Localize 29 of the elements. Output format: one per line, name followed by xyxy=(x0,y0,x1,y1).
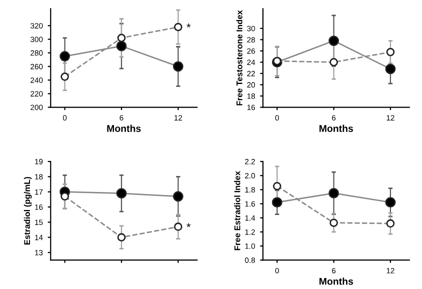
point xyxy=(330,58,338,66)
x-axis-title: Months xyxy=(320,124,354,132)
point xyxy=(60,72,69,81)
point xyxy=(60,192,69,201)
point xyxy=(174,222,182,231)
y-axis-title: Free Estradiol Index xyxy=(234,171,240,250)
point xyxy=(386,48,395,56)
point xyxy=(172,191,184,202)
point xyxy=(385,64,396,74)
y-axis-title: Free Testosterone Index xyxy=(236,10,242,106)
point xyxy=(328,188,339,198)
point xyxy=(117,233,126,242)
point xyxy=(174,22,182,32)
point xyxy=(386,219,395,228)
point xyxy=(328,36,339,46)
annotation: * xyxy=(186,24,191,28)
point xyxy=(116,40,127,52)
point xyxy=(385,197,396,208)
point xyxy=(117,34,126,42)
point xyxy=(272,182,282,190)
point xyxy=(60,51,70,62)
point xyxy=(330,218,338,227)
x-axis-title: Months xyxy=(107,124,141,132)
annotation: * xyxy=(186,223,191,228)
x-axis-title: Months xyxy=(320,278,354,285)
point xyxy=(116,188,127,199)
point xyxy=(172,61,184,72)
point xyxy=(272,197,282,208)
y-axis-title: Estradiol (pg/mL) xyxy=(24,176,32,244)
